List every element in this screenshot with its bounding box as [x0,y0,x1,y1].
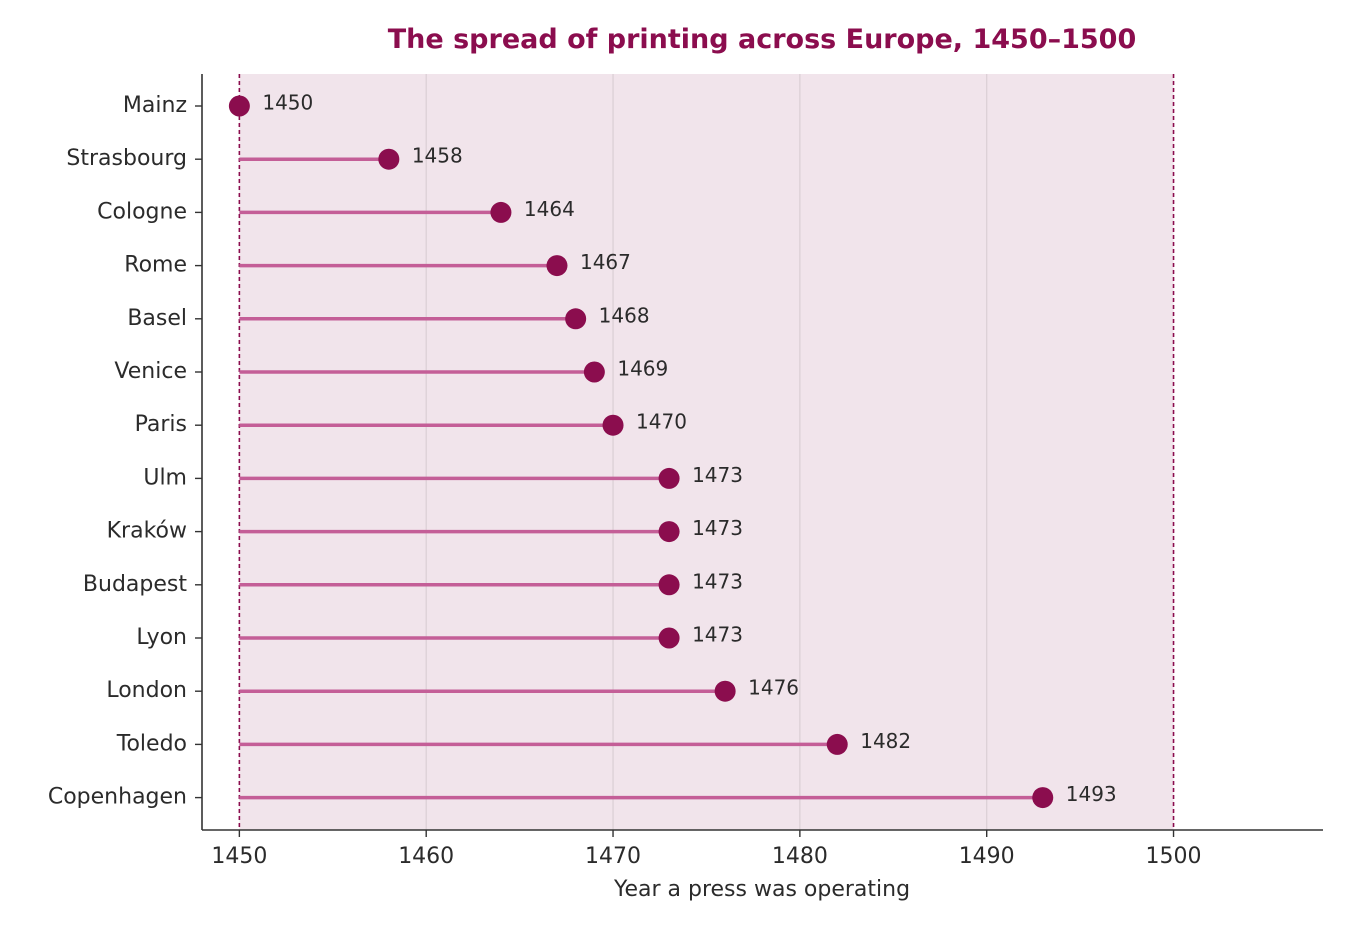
y-tick-label: Mainz [123,93,187,118]
data-label: 1469 [617,357,668,381]
data-label: 1482 [860,729,911,753]
data-labels: 1450 1458 1464 1467 1468 1469 1470 1473 1473 1473… [262,91,1116,807]
data-label: 1473 [692,516,743,540]
dot [583,361,605,383]
data-label: 1473 [692,623,743,647]
x-tick-label: 1480 [772,844,828,869]
dot [546,255,568,277]
y-tick-label: Lyon [136,625,187,650]
y-axis-ticks: Mainz Strasbourg Cologne Rome Basel Venice Par… [48,93,202,810]
dot [658,627,680,649]
y-tick-label: Cologne [97,199,187,224]
data-label: 1468 [599,303,650,327]
data-label: 1493 [1066,782,1117,806]
data-label: 1450 [262,91,313,115]
dot [826,733,848,755]
y-tick-label: Venice [114,359,187,384]
dot [714,680,736,702]
y-tick-label: Budapest [83,572,187,597]
data-label: 1464 [524,197,575,221]
x-tick-label: 1500 [1146,844,1202,869]
y-tick-label: Copenhagen [48,785,187,810]
dot [658,467,680,489]
y-tick-label: Toledo [116,731,187,756]
data-label: 1467 [580,250,631,274]
y-tick-label: Rome [124,253,187,278]
dot [658,521,680,543]
y-tick-label: Strasbourg [66,146,187,171]
x-tick-label: 1490 [959,844,1015,869]
shaded-period-band [239,74,1174,830]
x-tick-label: 1460 [398,844,454,869]
dot [602,414,624,436]
data-label: 1473 [692,569,743,593]
data-label: 1476 [748,676,799,700]
dot [228,95,250,117]
dots [228,95,1054,809]
y-tick-label: Ulm [143,465,187,490]
x-tick-label: 1450 [211,844,267,869]
y-tick-label: Basel [127,306,187,331]
dot [658,574,680,596]
y-tick-label: Kraków [107,519,187,544]
y-tick-label: London [106,678,187,703]
x-tick-label: 1470 [585,844,641,869]
dot [1032,787,1054,809]
x-axis-ticks: 1450 1460 1470 1480 1490 1500 [211,830,1202,869]
chart-title: The spread of printing across Europe, 14… [388,24,1137,55]
data-label: 1470 [636,410,687,434]
stems [239,157,1043,800]
dot [378,148,400,170]
data-label: 1458 [412,144,463,168]
dot [490,201,512,223]
gridlines [425,74,988,830]
x-axis-label: Year a press was operating [613,877,910,902]
dot [565,308,587,330]
y-tick-label: Paris [135,412,187,437]
data-label: 1473 [692,463,743,487]
